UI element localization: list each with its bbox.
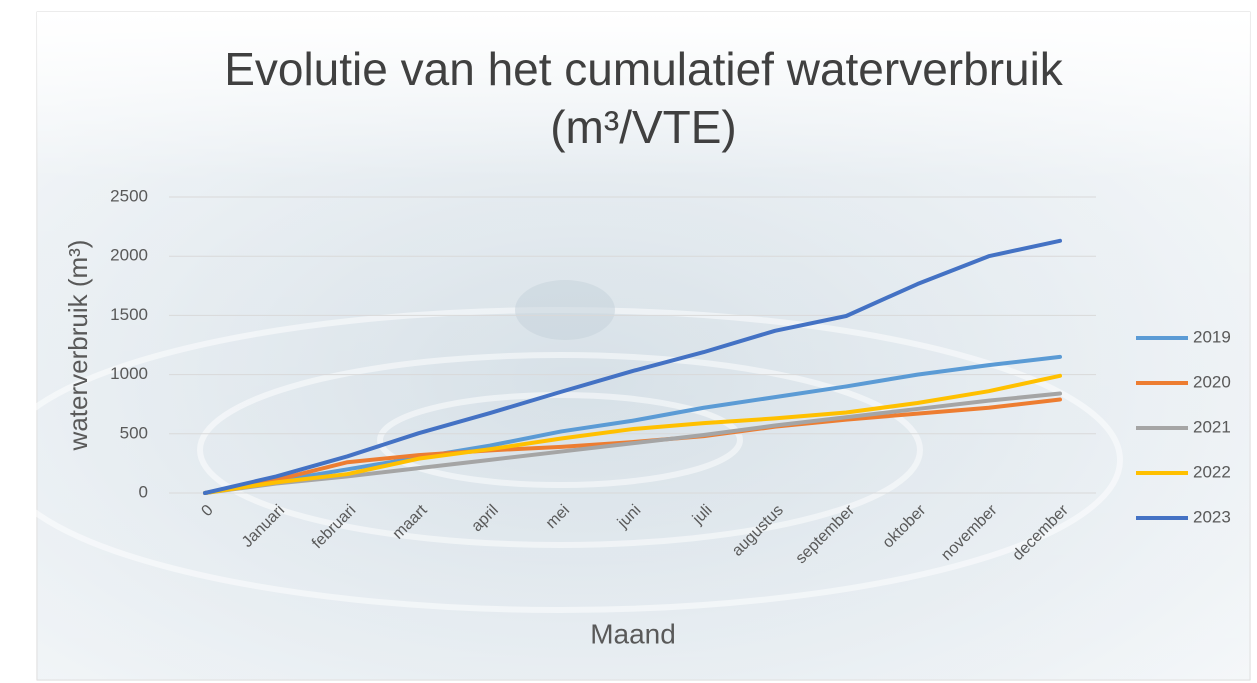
legend-label: 2022 bbox=[1193, 462, 1231, 481]
y-axis-label: waterverbruik (m³) bbox=[63, 240, 93, 452]
y-tick-label: 2000 bbox=[110, 246, 148, 265]
y-tick-label: 0 bbox=[139, 482, 148, 501]
series-line bbox=[203, 238, 1062, 495]
series-line bbox=[203, 373, 1062, 495]
y-tick-label: 1000 bbox=[110, 364, 148, 383]
y-tick-label: 2500 bbox=[110, 186, 148, 205]
series-line bbox=[203, 391, 1062, 495]
legend-label: 2023 bbox=[1193, 507, 1231, 526]
chart-title: Evolutie van het cumulatief waterverbrui… bbox=[224, 43, 1063, 153]
legend-label: 2021 bbox=[1193, 417, 1231, 436]
x-axis-label: Maand bbox=[590, 618, 676, 649]
y-tick-label: 1500 bbox=[110, 305, 148, 324]
background-fade bbox=[37, 12, 1250, 680]
legend-label: 2020 bbox=[1193, 372, 1231, 391]
y-tick-label: 500 bbox=[120, 423, 148, 442]
legend-label: 2019 bbox=[1193, 327, 1231, 346]
series-line bbox=[203, 354, 1062, 495]
